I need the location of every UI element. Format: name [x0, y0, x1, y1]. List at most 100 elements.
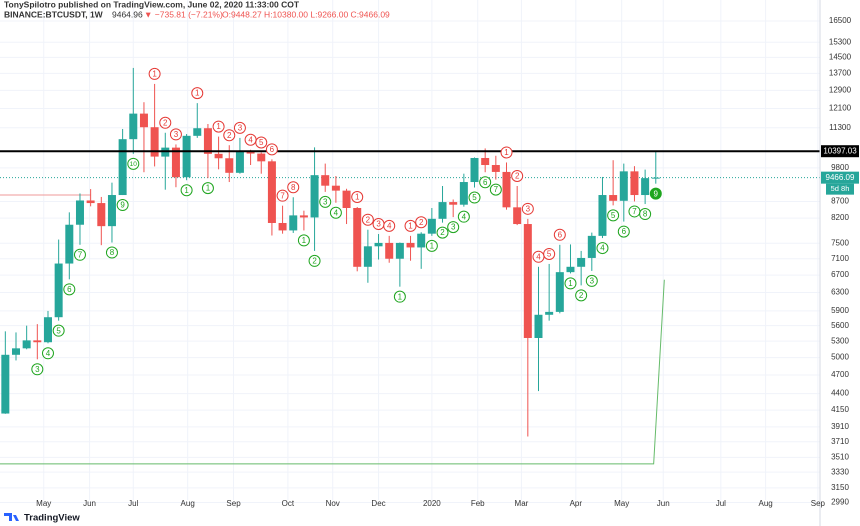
y-tick-label: 12100 — [829, 104, 852, 113]
td-count: 1 — [398, 292, 403, 301]
td-count: 6 — [270, 145, 275, 154]
td-count-circle — [489, 183, 502, 196]
td-count: 7 — [78, 250, 83, 259]
candle-body — [235, 151, 244, 173]
td-count-circle — [351, 191, 364, 204]
td-count: 2 — [366, 215, 371, 224]
candle-body — [609, 195, 618, 201]
td-count-circle — [639, 208, 652, 221]
td-count: 4 — [248, 135, 253, 144]
td-count-circle — [201, 182, 214, 195]
candle-body — [33, 340, 42, 343]
candle-body — [150, 127, 159, 157]
y-tick-label: 16500 — [829, 16, 852, 25]
candle-body — [342, 190, 351, 208]
candle-body — [267, 161, 276, 223]
candle-body — [459, 182, 468, 205]
y-tick-label: 8700 — [831, 197, 849, 206]
td-count-circle — [521, 202, 534, 215]
y-tick-label: 5000 — [831, 353, 849, 362]
candle-body — [310, 175, 319, 218]
candle-body — [523, 224, 532, 338]
candle-body — [491, 165, 500, 172]
candle-body — [587, 235, 596, 258]
td-count-circle — [649, 187, 662, 200]
td-count-circle — [191, 87, 204, 100]
td-count: 5 — [259, 138, 264, 147]
x-tick-label: Dec — [371, 499, 385, 508]
x-tick-label: Mar — [515, 499, 529, 508]
y-tick-label: 6300 — [831, 288, 849, 297]
candle-body — [374, 242, 383, 247]
countdown: 5d 8h — [831, 184, 850, 193]
td-count-circle — [169, 128, 182, 141]
level-label: 10397.03 — [823, 146, 857, 155]
x-tick-label: Jul — [716, 499, 726, 508]
y-tick-label: 8200 — [831, 213, 849, 222]
candle-body — [363, 246, 372, 267]
td-count-circle — [468, 191, 481, 204]
y-tick-label: 11300 — [829, 123, 851, 132]
candle-body — [86, 200, 95, 204]
td-count: 6 — [622, 227, 627, 236]
td-count: 4 — [536, 252, 541, 261]
candle-body — [534, 314, 543, 338]
candle-body — [321, 175, 330, 186]
candle-body — [598, 195, 607, 236]
candle-body — [630, 171, 639, 196]
candle-body — [43, 317, 52, 343]
candle-body — [182, 135, 191, 178]
td-count: 3 — [526, 204, 531, 213]
candle-body — [1, 354, 10, 414]
td-count-circle — [73, 248, 86, 261]
y-tick-label: 3330 — [831, 467, 849, 476]
price-label: 9466.09 — [826, 173, 855, 182]
td-count-circle — [607, 209, 620, 222]
candle-body — [54, 263, 63, 318]
td-count: 5 — [611, 211, 616, 220]
x-tick-label: 2020 — [423, 499, 441, 508]
td-count: 2 — [515, 172, 520, 181]
candle-body — [641, 178, 650, 196]
td-count-circle — [233, 121, 246, 134]
td-count-circle — [596, 242, 609, 255]
grid — [0, 0, 820, 504]
x-tick-label: Oct — [282, 499, 295, 508]
candle-body — [331, 185, 340, 191]
candle-body — [129, 113, 138, 140]
logo-icon — [4, 513, 19, 521]
td-count: 4 — [462, 212, 467, 221]
y-tick-label: 5900 — [831, 306, 849, 315]
td-count: 8 — [110, 248, 115, 257]
td-count: 1 — [184, 186, 189, 195]
candle-body — [203, 128, 212, 154]
td-count: 1 — [206, 184, 211, 193]
td-count-circle — [564, 277, 577, 290]
y-tick-label: 9800 — [831, 163, 849, 172]
candle-body — [555, 272, 564, 312]
td-count-circle — [297, 234, 310, 247]
x-tick-label: Jun — [657, 499, 670, 508]
x-tick-label: Apr — [570, 499, 583, 508]
td-count-circle — [415, 216, 428, 229]
td-count: 10 — [130, 161, 138, 168]
td-count: 1 — [355, 193, 360, 202]
last-price: 9464.96 — [112, 9, 143, 19]
candle-body — [513, 207, 522, 225]
td-count-circle — [31, 363, 44, 376]
td-count-circle — [180, 184, 193, 197]
candle-body — [139, 113, 148, 128]
td-count: 2 — [163, 118, 168, 127]
td-count: 7 — [632, 207, 637, 216]
td-count: 4 — [46, 349, 51, 358]
td-count: 4 — [600, 244, 605, 253]
td-count: 1 — [430, 241, 435, 250]
td-count: 6 — [483, 178, 488, 187]
candle-body — [193, 128, 202, 136]
td-count-circle — [308, 254, 321, 267]
td-count: 5 — [56, 326, 61, 335]
td-count: 2 — [419, 218, 424, 227]
candle-body — [427, 218, 436, 234]
